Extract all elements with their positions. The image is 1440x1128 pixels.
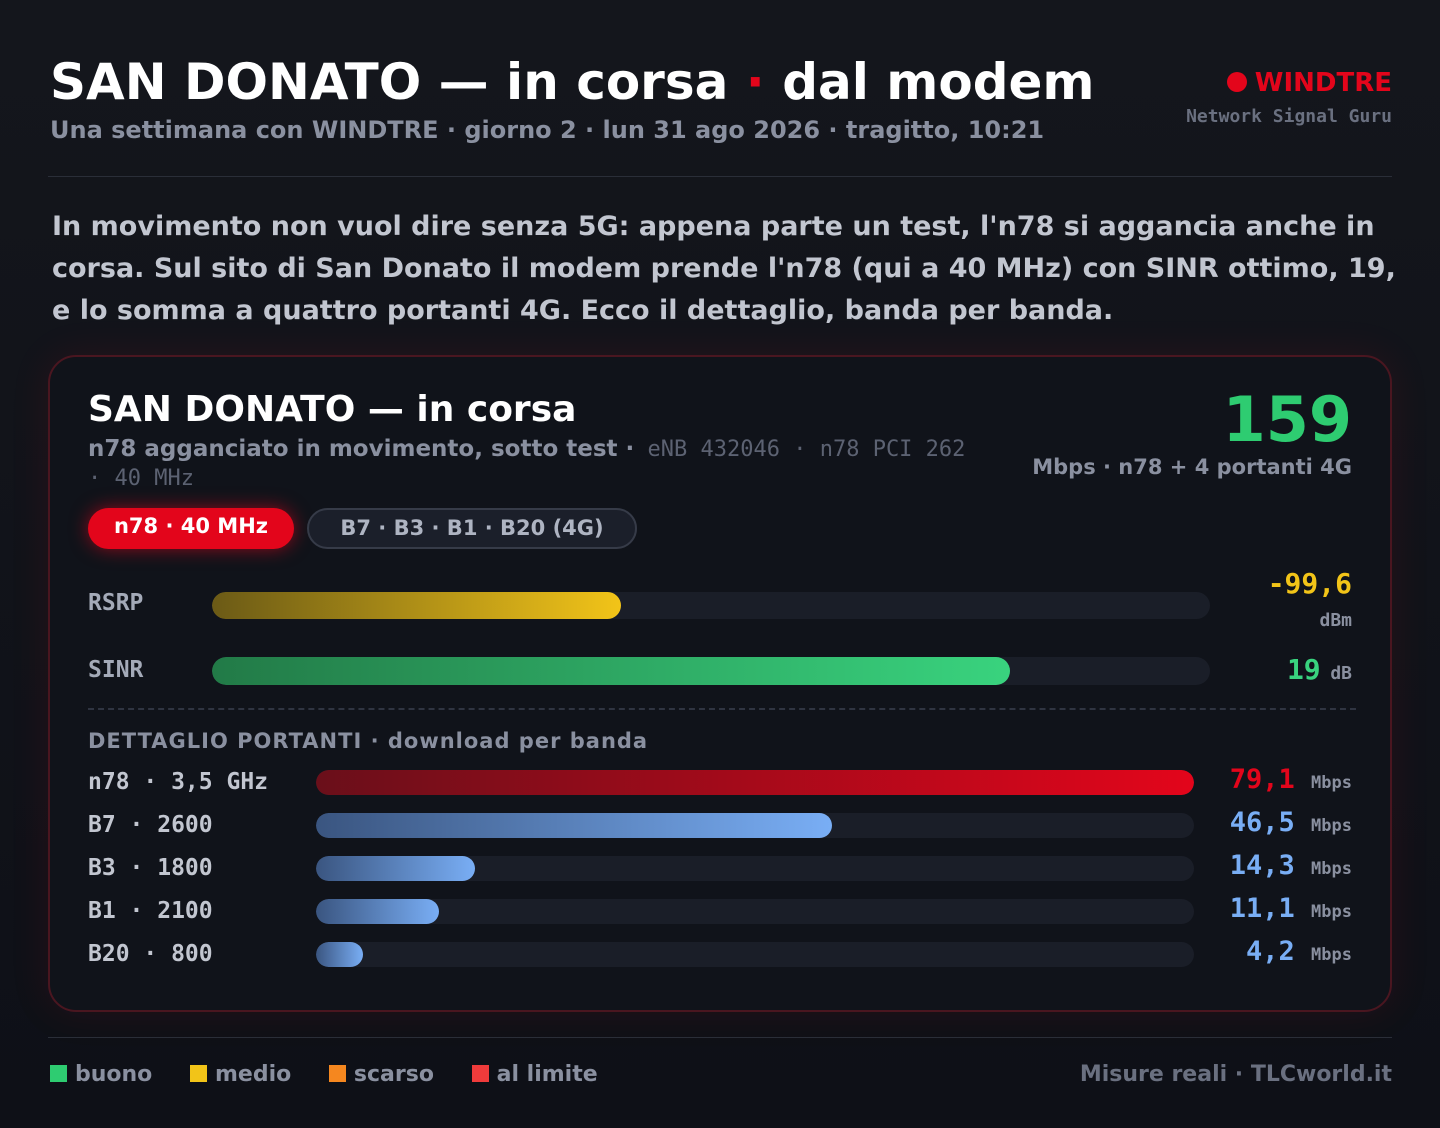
section-divider (88, 708, 1356, 710)
legend: buono medio scarso al limite (50, 1062, 628, 1087)
legend-square-icon (50, 1065, 67, 1082)
band-bar (316, 856, 475, 881)
card-title: SAN DONATO — in corsa (88, 389, 577, 430)
band-track (316, 856, 1194, 881)
title-separator: · (745, 53, 765, 111)
band-bar (316, 770, 1194, 795)
legend-item-scarso: scarso (328, 1062, 434, 1087)
band-label: B3 · 1800 (88, 855, 213, 881)
band-label: B1 · 2100 (88, 898, 213, 924)
rsrp-bar (212, 592, 622, 619)
legend-item-medio: medio (189, 1062, 291, 1087)
sinr-bar (212, 657, 1011, 685)
header: SAN DONATO — in corsa · dal modem Una se… (50, 52, 1392, 152)
band-bar (316, 942, 363, 967)
rsrp-label: RSRP (88, 590, 144, 616)
band-track (316, 770, 1194, 795)
band-value: 14,3 Mbps (1229, 850, 1352, 881)
card-meta: n78 agganciato in movimento, sotto test … (88, 436, 966, 491)
footer-divider (48, 1037, 1392, 1038)
band-value: 4,2 Mbps (1246, 936, 1352, 967)
band-track (316, 899, 1194, 924)
band-value: 79,1 Mbps (1229, 764, 1352, 795)
page-title: SAN DONATO — in corsa · dal modem (50, 53, 1095, 111)
band-label: n78 · 3,5 GHz (88, 769, 269, 795)
sinr-label: SINR (88, 657, 144, 683)
band-label: B20 · 800 (88, 941, 213, 967)
legend-square-icon (328, 1065, 346, 1082)
speed-readout: 159 Mbps · n78 + 4 portanti 4G (1032, 383, 1352, 480)
speed-unit: Mbps · n78 + 4 portanti 4G (1032, 455, 1352, 479)
band-track (316, 942, 1194, 967)
band-value: 46,5 Mbps (1229, 807, 1352, 838)
section-label: DETTAGLIO PORTANTI · download per banda (88, 729, 649, 753)
rsrp-track (212, 592, 1210, 619)
legend-square-icon (471, 1065, 489, 1082)
band-bar (316, 813, 833, 838)
brand: WINDTRE Network Signal Guru (1186, 68, 1392, 127)
band-track (316, 813, 1194, 838)
band-label: B7 · 2600 (88, 812, 213, 838)
header-divider (48, 176, 1392, 177)
intro-text: In movimento non vuol dire senza 5G: app… (52, 211, 1396, 326)
speed-value: 159 (1222, 383, 1352, 456)
rsrp-value: -99,6 dBm (1267, 567, 1352, 631)
legend-item-al-limite: al limite (471, 1062, 598, 1087)
pill-4g-bands: B7 · B3 · B1 · B20 (4G) (307, 508, 637, 549)
pill-n78: n78 · 40 MHz (88, 508, 294, 549)
footer-credit: Misure reali · TLCworld.it (1079, 1062, 1392, 1087)
band-value: 11,1 Mbps (1229, 893, 1352, 924)
legend-item-buono: buono (50, 1062, 152, 1087)
sinr-value: 19 dB (1286, 653, 1352, 686)
record-dot-icon (1226, 72, 1247, 92)
brand-subtitle: Network Signal Guru (1186, 106, 1392, 127)
sinr-track (212, 657, 1210, 685)
measurement-card: SAN DONATO — in corsa n78 agganciato in … (48, 355, 1392, 1012)
legend-square-icon (189, 1065, 207, 1082)
brand-name: WINDTRE (1254, 68, 1392, 98)
band-bar (316, 899, 440, 924)
page-subtitle: Una settimana con WINDTRE · giorno 2 · l… (50, 116, 1045, 144)
